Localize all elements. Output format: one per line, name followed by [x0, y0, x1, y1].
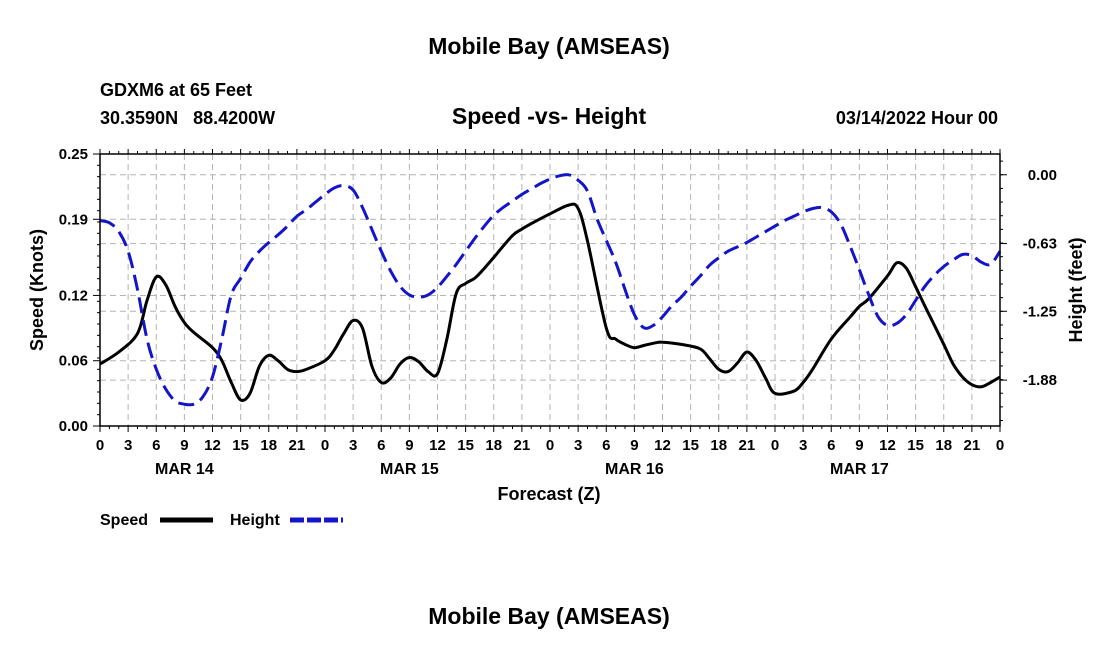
y2-tick-label: 0.00 [1028, 167, 1057, 184]
speed-series-line [99, 202, 1001, 402]
x-tick-label: 0 [996, 437, 1004, 454]
day-label: MAR 14 [155, 461, 214, 478]
station-id: GDXM6 at 65 Feet [100, 80, 252, 100]
x-tick-label: 21 [289, 437, 306, 454]
y2-tick-labels: 0.00 -0.63 -1.25 -1.88 [1023, 167, 1057, 389]
y2-tick-label: -1.25 [1023, 303, 1057, 320]
x-tick-label: 9 [405, 437, 413, 454]
bottom-title: Mobile Bay (AMSEAS) [428, 603, 670, 629]
x-tick-label: 0 [546, 437, 554, 454]
y2-axis-title: Height (feet) [1066, 238, 1086, 343]
x-tick-label: 9 [855, 437, 863, 454]
y-tick-labels: 0.00 0.06 0.12 0.19 0.25 [59, 146, 88, 435]
x-axis-title: Forecast (Z) [497, 484, 600, 504]
legend-height-label: Height [230, 512, 280, 529]
x-tick-label: 15 [232, 437, 249, 454]
x-tick-label: 18 [710, 437, 727, 454]
station-coords: 30.3590N 88.4200W [100, 108, 275, 128]
x-tick-label: 3 [349, 437, 357, 454]
x-tick-label: 9 [630, 437, 638, 454]
x-tick-label: 3 [799, 437, 807, 454]
y-tick-label: 0.25 [59, 146, 88, 163]
x-tick-label: 0 [771, 437, 779, 454]
x-tick-labels: 0 3 6 9 12 15 18 21 0 3 6 9 12 15 18 21 0 3 6 9 12 15 18 21 0 3 6 9… [96, 437, 1004, 454]
y2-tick-label: -1.88 [1023, 372, 1057, 389]
x-tick-label: 12 [429, 437, 446, 454]
legend-speed-label: Speed [100, 512, 148, 529]
day-label: MAR 15 [380, 461, 439, 478]
y-tick-label: 0.00 [59, 418, 88, 435]
x-tick-label: 6 [377, 437, 385, 454]
x-tick-label: 3 [124, 437, 132, 454]
x-tick-label: 15 [907, 437, 924, 454]
forecast-date: 03/14/2022 Hour 00 [836, 108, 998, 128]
x-tick-label: 9 [180, 437, 188, 454]
y-tick-label: 0.19 [59, 211, 88, 228]
x-tick-label: 21 [964, 437, 981, 454]
chart-subtitle: Speed -vs- Height [452, 103, 647, 129]
x-tick-label: 12 [654, 437, 671, 454]
x-tick-label: 21 [739, 437, 756, 454]
x-tick-label: 0 [96, 437, 104, 454]
x-tick-label: 12 [879, 437, 896, 454]
day-label: MAR 16 [605, 461, 664, 478]
x-tick-label: 6 [827, 437, 835, 454]
x-tick-label: 18 [485, 437, 502, 454]
x-tick-label: 18 [260, 437, 277, 454]
day-labels: MAR 14 MAR 15 MAR 16 MAR 17 [155, 461, 889, 478]
x-tick-label: 6 [602, 437, 610, 454]
x-tick-label: 6 [152, 437, 160, 454]
series-layer [99, 173, 1002, 407]
y2-tick-label: -0.63 [1023, 236, 1057, 253]
x-tick-label: 15 [682, 437, 699, 454]
x-tick-label: 21 [514, 437, 531, 454]
y-tick-label: 0.06 [59, 353, 88, 370]
grid-lines [100, 154, 1000, 426]
chart-title: Mobile Bay (AMSEAS) [428, 33, 670, 59]
legend: Speed Height [100, 512, 343, 529]
height-series-line [99, 173, 1002, 407]
x-tick-label: 18 [935, 437, 952, 454]
x-tick-label: 0 [321, 437, 329, 454]
plot-frame [99, 153, 1001, 427]
y-axis-title: Speed (Knots) [27, 229, 47, 351]
x-tick-label: 15 [457, 437, 474, 454]
y-tick-label: 0.12 [59, 287, 88, 304]
x-tick-label: 12 [204, 437, 221, 454]
x-tick-label: 3 [574, 437, 582, 454]
day-label: MAR 17 [830, 461, 889, 478]
